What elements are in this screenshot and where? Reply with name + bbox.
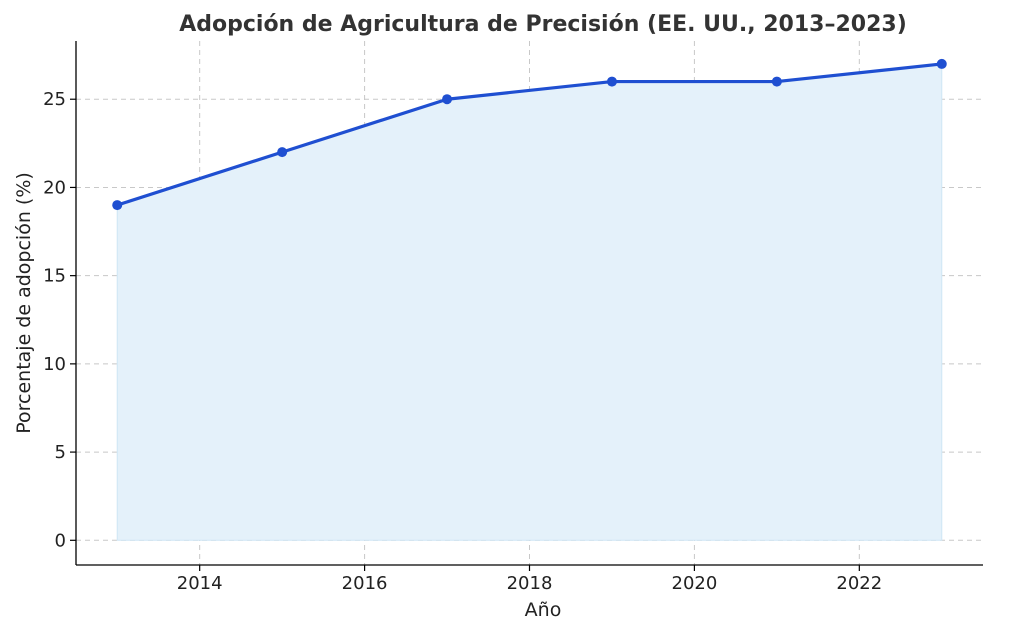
x-tick-label: 2022 (836, 573, 882, 594)
data-point (277, 147, 288, 158)
x-axis-label: Año (525, 599, 562, 621)
data-point (771, 76, 782, 87)
y-tick-label: 20 (43, 177, 66, 198)
data-point (606, 76, 617, 87)
y-tick-label: 5 (55, 442, 66, 463)
series-line (115, 62, 944, 207)
axes (70, 41, 983, 571)
x-tick-label: 2018 (507, 573, 553, 594)
series-line-layer (115, 62, 944, 207)
x-tick-label: 2014 (177, 573, 223, 594)
y-tick-label: 25 (43, 89, 66, 110)
y-tick-label: 0 (55, 530, 66, 551)
data-point (442, 94, 453, 105)
tick-labels: 2014 2016 2018 2020 2022 0 5 10 15 20 25 (43, 89, 882, 594)
y-axis-label: Porcentaje de adopción (%) (13, 172, 35, 434)
x-tick-label: 2020 (672, 573, 718, 594)
data-point-layer (112, 58, 947, 211)
y-tick-label: 15 (43, 266, 66, 287)
data-point (112, 200, 123, 211)
x-tick-label: 2016 (342, 573, 388, 594)
y-tick-label: 10 (43, 354, 66, 375)
data-point (936, 58, 947, 69)
area-fill-layer (116, 63, 943, 541)
chart-title: Adopción de Agricultura de Precisión (EE… (179, 12, 907, 37)
area-fill (116, 63, 943, 541)
